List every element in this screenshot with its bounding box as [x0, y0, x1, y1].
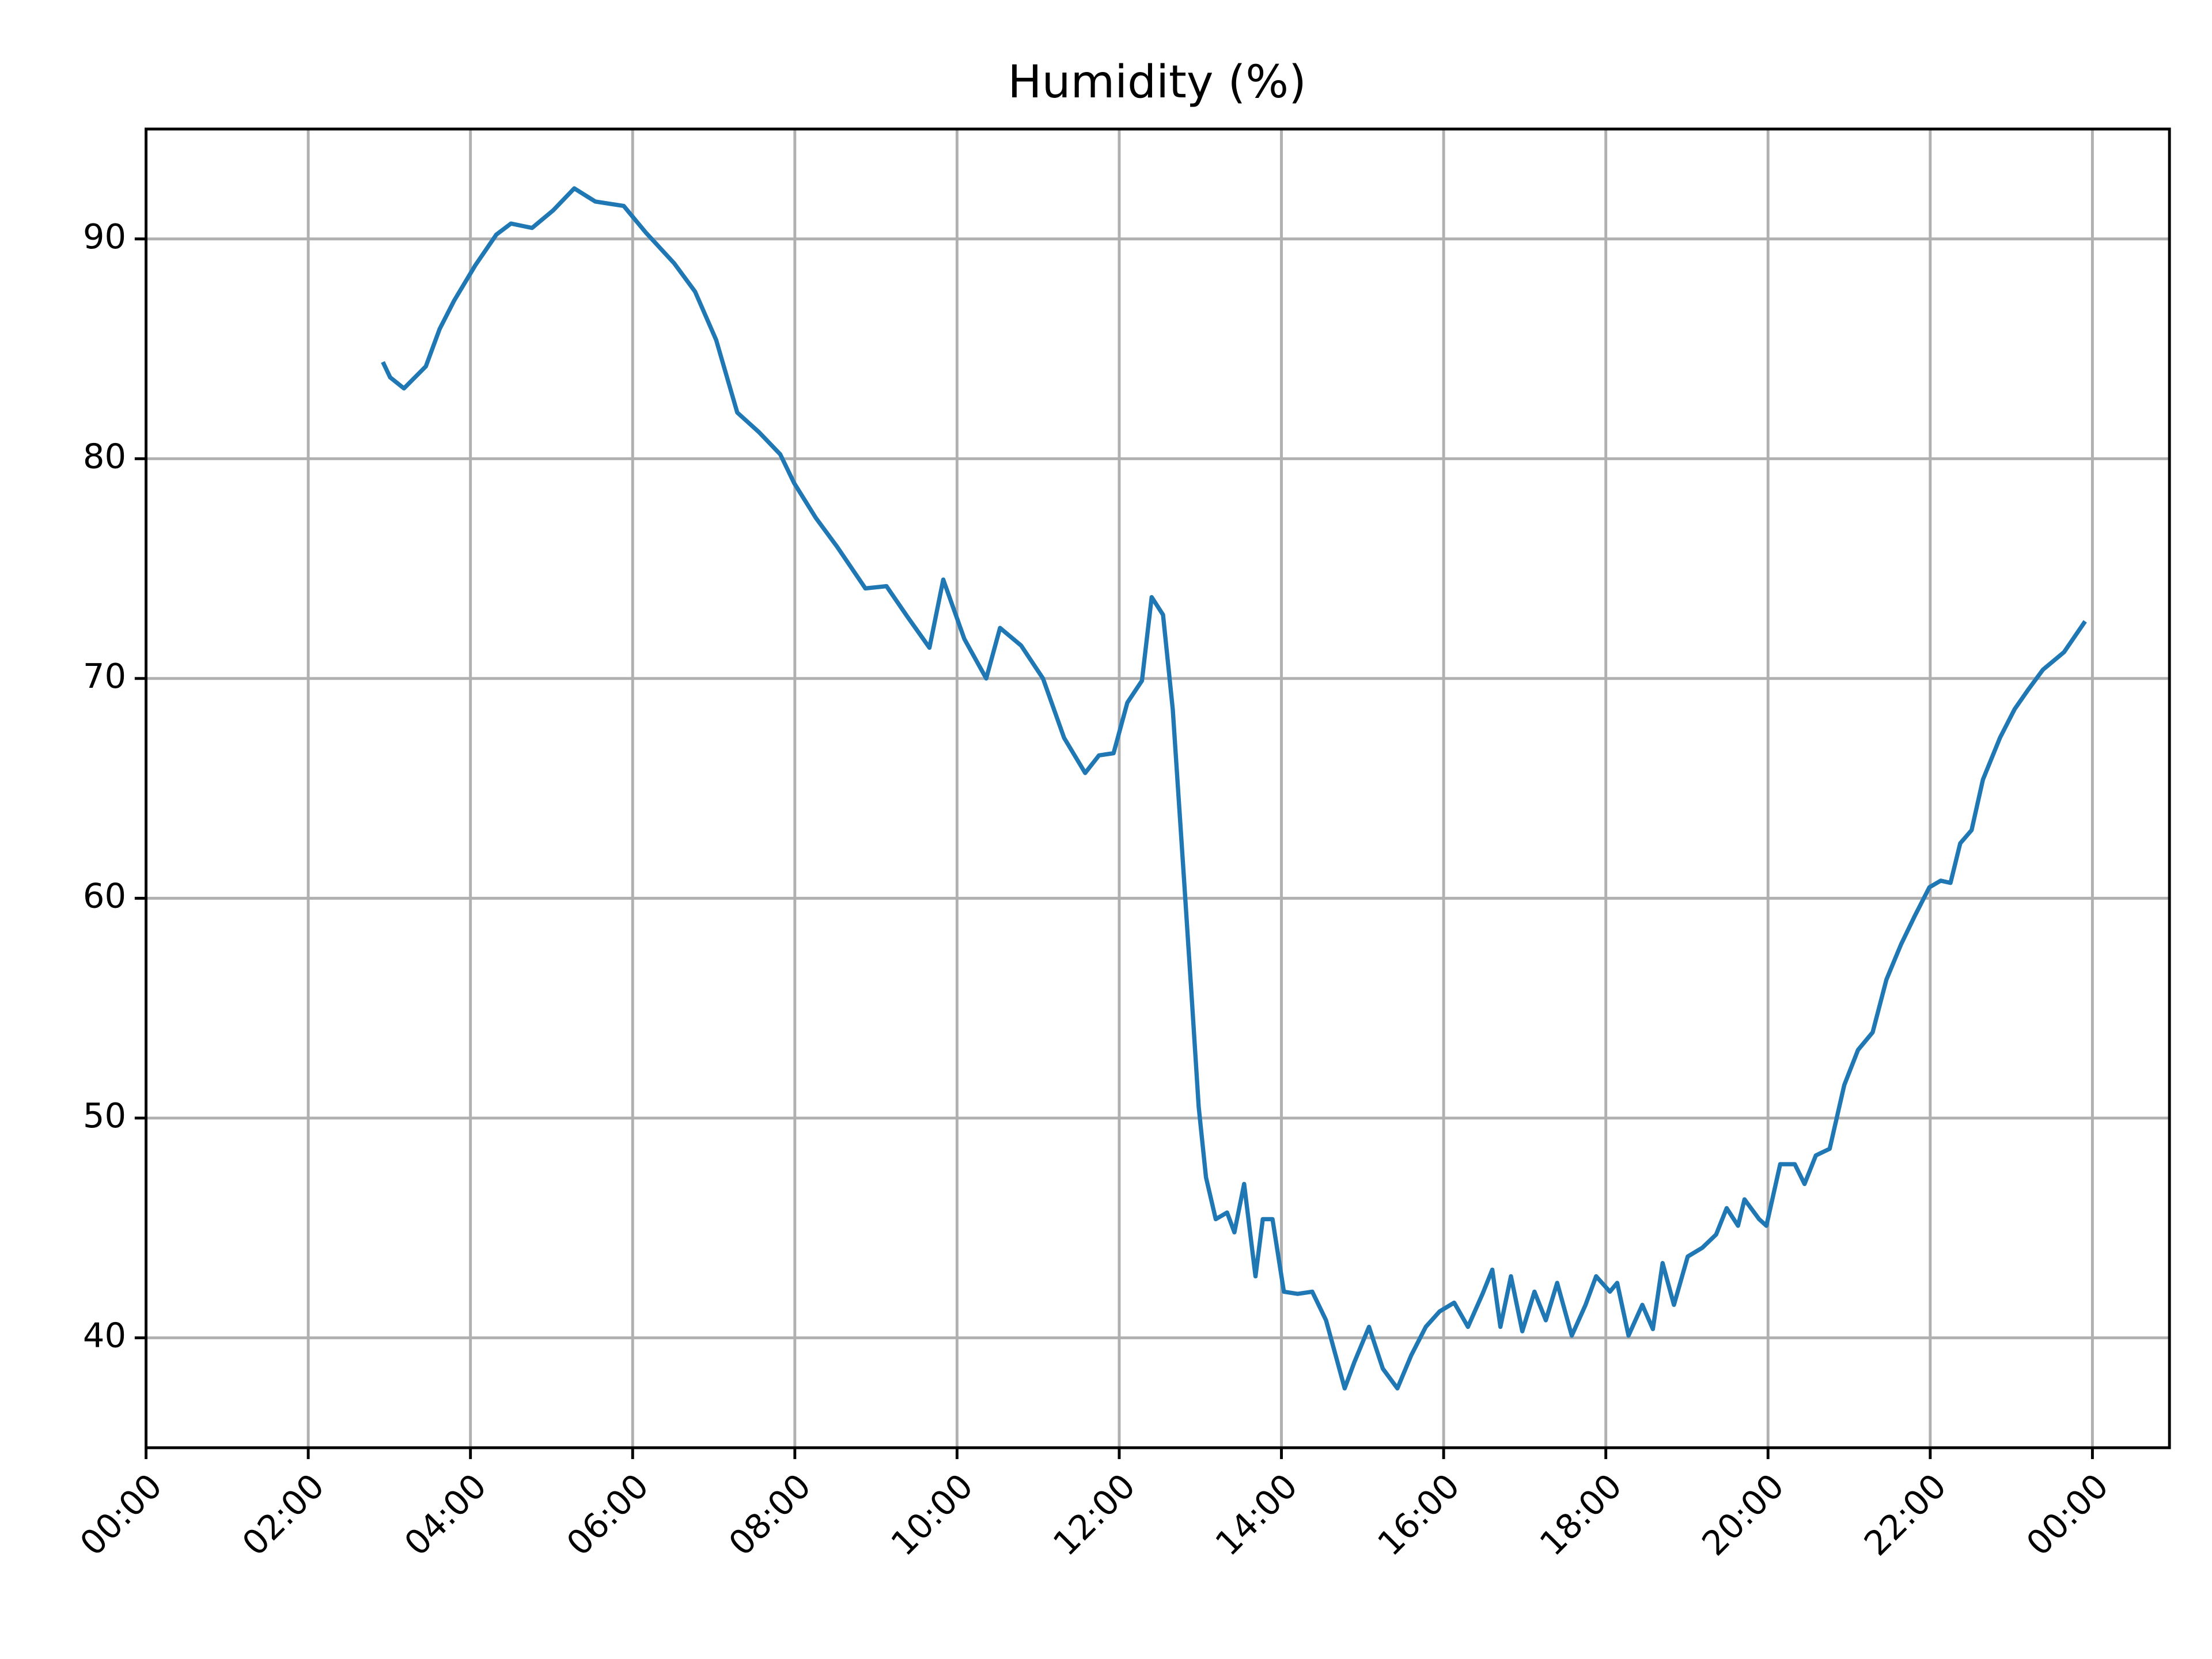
humidity-line	[381, 186, 2087, 1391]
plot-layer	[381, 186, 2087, 1391]
chart-title: Humidity (%)	[1007, 55, 1306, 108]
y-tick-label: 70	[83, 656, 126, 696]
y-tick-label: 50	[83, 1096, 126, 1135]
y-tick-label: 40	[83, 1316, 126, 1355]
grid-layer	[145, 129, 2170, 1448]
plot-frame	[145, 127, 2171, 1449]
y-tick-label: 80	[83, 436, 126, 476]
y-tick-label: 60	[83, 876, 126, 915]
y-tick-label: 90	[83, 217, 126, 256]
